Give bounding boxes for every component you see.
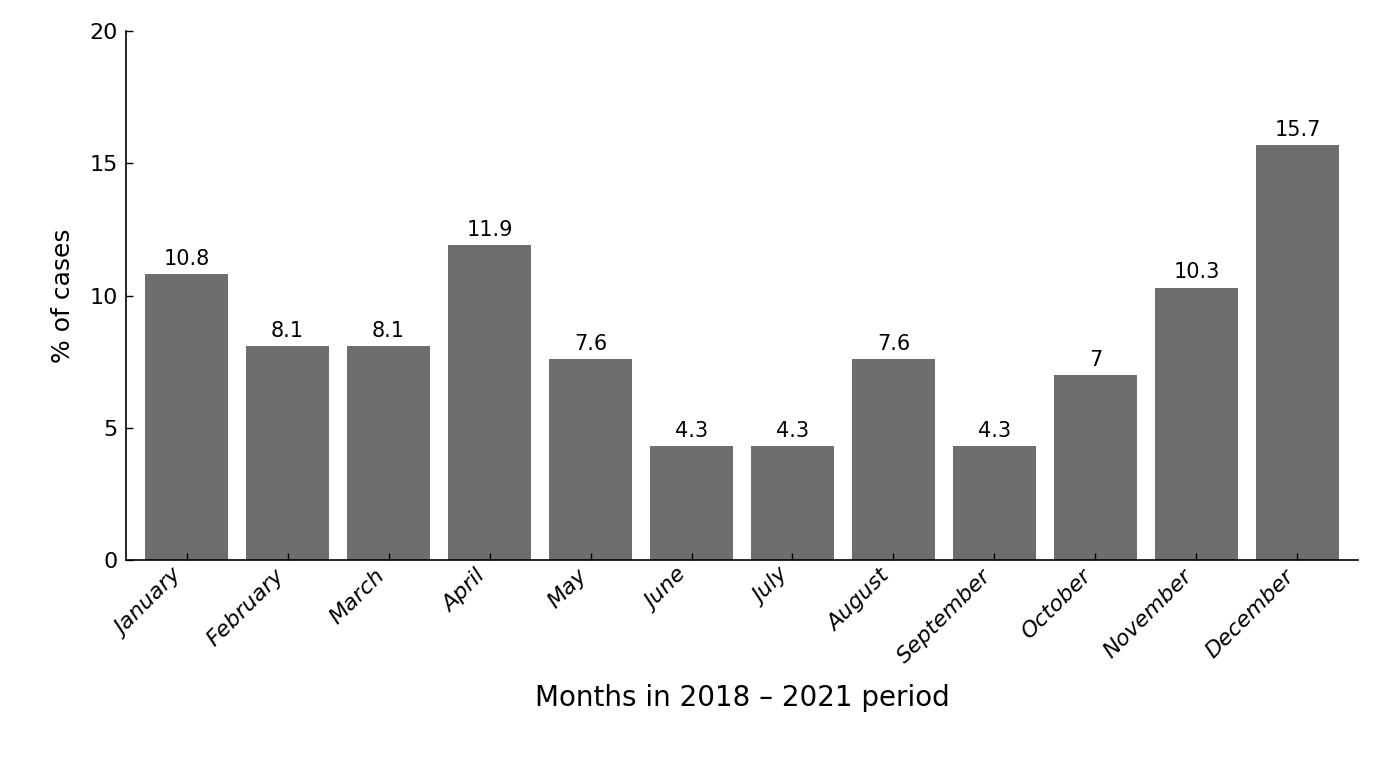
Text: 10.3: 10.3 [1173, 262, 1219, 282]
Bar [953, 447, 1036, 560]
Bar [1155, 288, 1238, 560]
Text: 15.7: 15.7 [1274, 120, 1320, 139]
Text: 4.3: 4.3 [977, 421, 1011, 441]
Bar [750, 447, 834, 560]
Bar [146, 275, 228, 560]
Text: 4.3: 4.3 [675, 421, 708, 441]
Text: 7.6: 7.6 [876, 334, 910, 354]
Y-axis label: % of cases: % of cases [52, 229, 76, 363]
Text: 4.3: 4.3 [776, 421, 809, 441]
Bar [448, 245, 531, 560]
Bar [853, 359, 935, 560]
Bar [1256, 145, 1338, 560]
Bar [650, 447, 734, 560]
Bar [246, 346, 329, 560]
Text: 7.6: 7.6 [574, 334, 608, 354]
Text: 7: 7 [1089, 349, 1102, 370]
X-axis label: Months in 2018 – 2021 period: Months in 2018 – 2021 period [535, 684, 949, 712]
Bar [347, 346, 430, 560]
Text: 10.8: 10.8 [164, 249, 210, 269]
Text: 8.1: 8.1 [372, 321, 405, 341]
Text: 11.9: 11.9 [466, 220, 512, 240]
Text: 8.1: 8.1 [272, 321, 304, 341]
Bar [549, 359, 631, 560]
Bar [1054, 375, 1137, 560]
